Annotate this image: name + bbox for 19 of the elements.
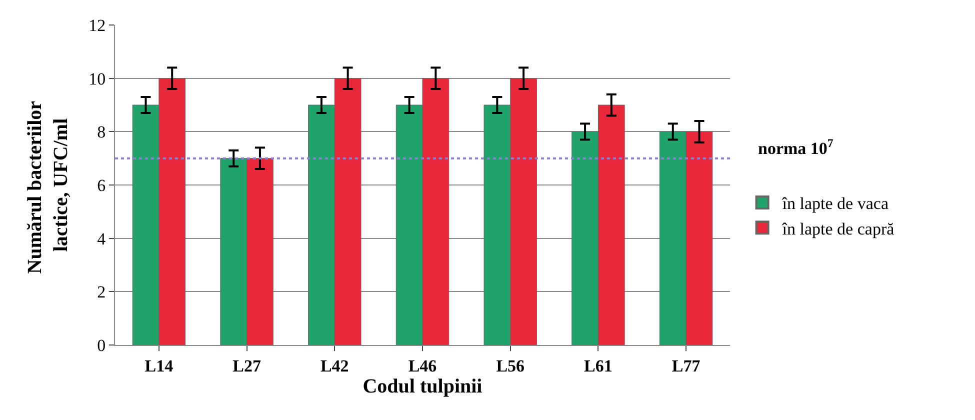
- x-tick-label: L27: [232, 356, 262, 376]
- y-tick-label: 6: [97, 176, 106, 195]
- x-tick-label: L77: [672, 356, 701, 376]
- x-tick-label: L56: [496, 356, 525, 376]
- y-tick-label: 4: [97, 229, 106, 248]
- y-tick-label: 8: [97, 122, 106, 142]
- x-axis-title: Codul tulpinii: [362, 375, 483, 398]
- y-tick-label: 10: [88, 69, 106, 88]
- y-tick-label: 12: [88, 16, 106, 35]
- legend-label: în lapte de capră: [781, 219, 895, 238]
- x-tick-label: L14: [144, 356, 174, 376]
- y-axis-title: Numărul bacteriilor lactice, UFC/ml: [24, 96, 72, 274]
- y-tick-label: 0: [97, 336, 106, 355]
- x-tick-label: L61: [584, 356, 612, 376]
- y-tick-label: 2: [97, 282, 106, 302]
- ref-line-label: norma 10$^{7}$: [758, 136, 834, 158]
- x-tick-label: L46: [408, 356, 437, 376]
- legend-label: în lapte de vaca: [781, 194, 889, 214]
- x-tick-label: L42: [320, 356, 349, 376]
